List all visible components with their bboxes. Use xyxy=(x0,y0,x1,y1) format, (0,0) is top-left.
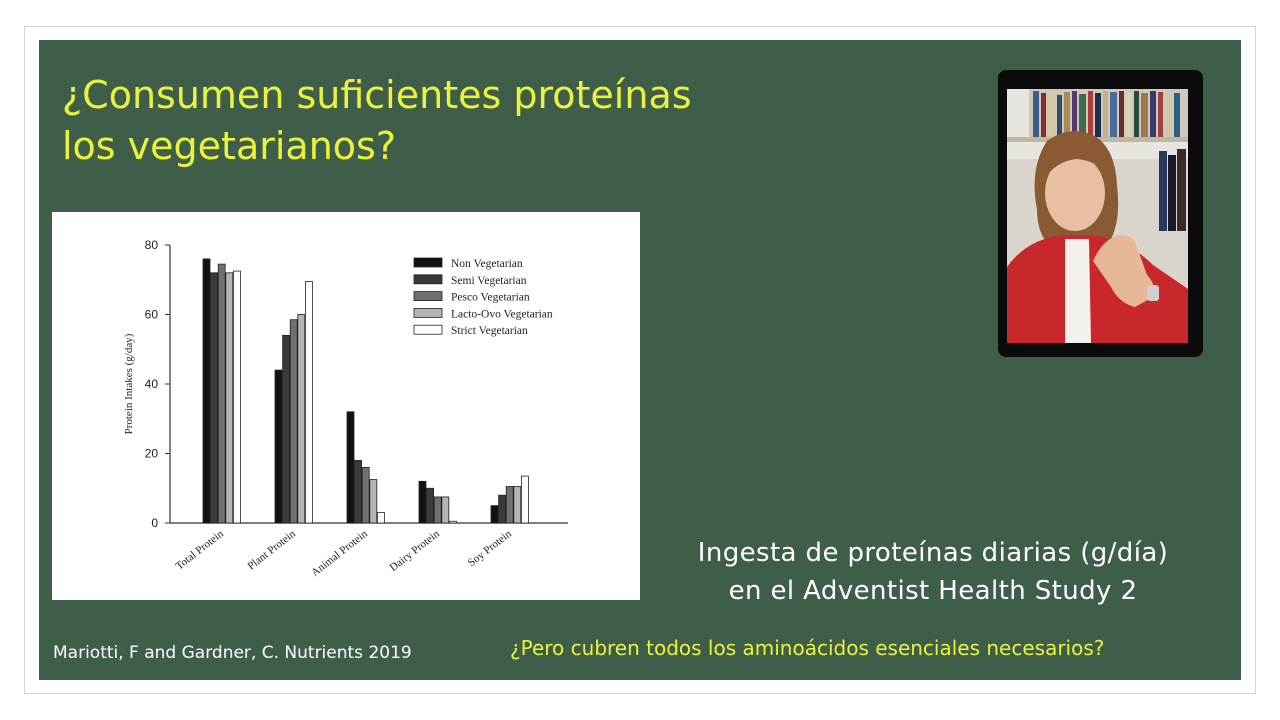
bar-3-3 xyxy=(441,496,450,524)
bar-2-2 xyxy=(361,466,370,524)
bar-3-4 xyxy=(448,520,457,524)
chart-svg: 0 20 40 60 80 Protein Intakes (g/day) Total Pr… xyxy=(123,238,568,579)
bar-3-0 xyxy=(418,480,427,524)
y-tick-label: 60 xyxy=(145,308,159,322)
bar-4-3 xyxy=(513,486,522,524)
bar-2-3 xyxy=(369,479,378,524)
bar-0-4 xyxy=(232,270,241,524)
legend-label-3: Lacto-Ovo Vegetarian xyxy=(451,308,553,320)
title-line-2: los vegetarianos? xyxy=(62,124,397,168)
legend-label-1: Semi Vegetarian xyxy=(451,275,527,287)
citation: Mariotti, F and Gardner, C. Nutrients 20… xyxy=(53,643,412,663)
bar-2-1 xyxy=(354,460,363,524)
y-tick-label: 20 xyxy=(145,447,159,461)
bar-1-0 xyxy=(274,369,283,524)
slide-title: ¿Consumen suficientes proteínas los vege… xyxy=(62,70,782,172)
legend-label-0: Non Vegetarian xyxy=(451,258,523,270)
protein-intake-chart: 0 20 40 60 80 Protein Intakes (g/day) Total Pr… xyxy=(52,212,640,600)
bar-2-0 xyxy=(346,411,355,524)
y-axis-label: Protein Intakes (g/day) xyxy=(123,333,135,434)
bar-2-4 xyxy=(376,512,385,524)
bar-4-1 xyxy=(498,494,507,524)
y-tick-label: 40 xyxy=(145,377,159,391)
presenter-video[interactable] xyxy=(998,70,1203,357)
bar-4-4 xyxy=(520,475,529,524)
x-tick-label: Total Protein xyxy=(174,528,227,573)
x-tick-label: Soy Protein xyxy=(466,528,514,570)
bar-3-1 xyxy=(426,487,435,524)
legend-label-2: Pesco Vegetarian xyxy=(451,292,530,304)
y-tick-label: 0 xyxy=(151,516,158,530)
x-tick-label: Dairy Protein xyxy=(388,528,443,574)
presenter-video-icon xyxy=(1007,89,1188,343)
bar-0-3 xyxy=(225,272,234,524)
bar-0-0 xyxy=(202,258,211,524)
x-tick-label: Animal Protein xyxy=(309,528,370,579)
bar-0-2 xyxy=(217,263,226,524)
bar-4-0 xyxy=(490,505,499,524)
question-text: ¿Pero cubren todos los aminoácidos esenc… xyxy=(510,636,1105,660)
legend-swatch-1 xyxy=(413,274,443,285)
legend-swatch-4 xyxy=(413,324,443,335)
legend-swatch-2 xyxy=(413,291,443,301)
caption-line-2: en el Adventist Health Study 2 xyxy=(728,576,1138,606)
chart-caption: Ingesta de proteínas diarias (g/día) en … xyxy=(640,534,1226,610)
bar-1-1 xyxy=(282,334,291,524)
bar-3-2 xyxy=(433,496,442,524)
bar-1-3 xyxy=(297,314,306,524)
x-tick-label: Plant Protein xyxy=(245,528,298,573)
caption-line-1: Ingesta de proteínas diarias (g/día) xyxy=(697,538,1169,568)
title-line-1: ¿Consumen suficientes proteínas xyxy=(62,73,692,117)
bar-4-2 xyxy=(505,486,514,524)
legend-swatch-0 xyxy=(413,257,443,268)
legend-swatch-3 xyxy=(413,308,443,318)
bar-0-1 xyxy=(210,272,219,524)
bar-1-4 xyxy=(304,281,313,524)
y-tick-label: 80 xyxy=(145,238,159,252)
bar-1-2 xyxy=(289,319,298,524)
legend-label-4: Strict Vegetarian xyxy=(451,325,528,337)
